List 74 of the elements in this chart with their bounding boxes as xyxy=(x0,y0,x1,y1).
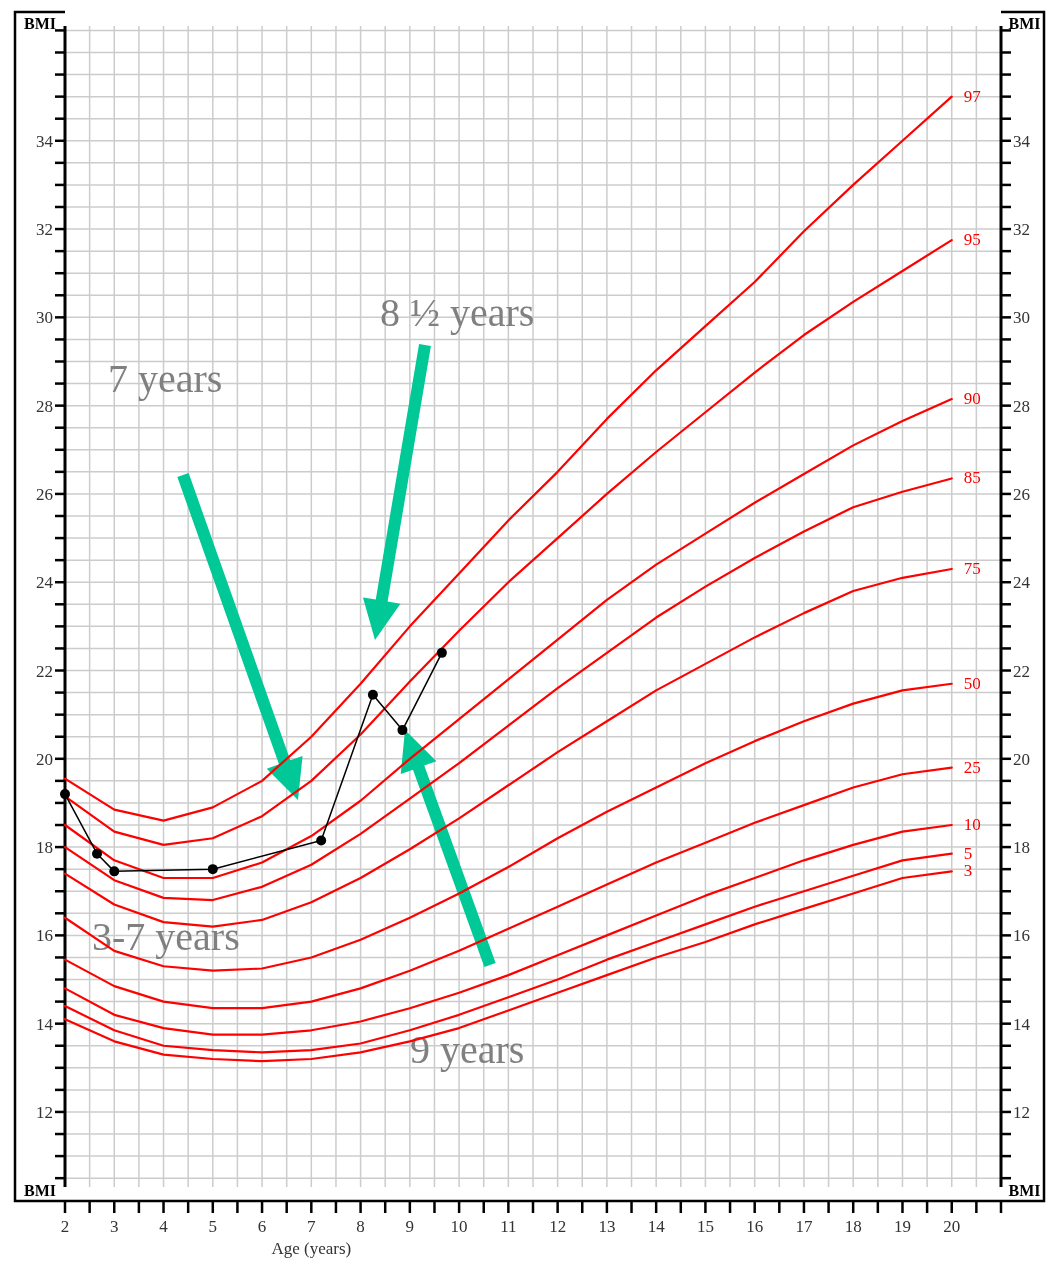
series-label: 97 xyxy=(963,86,982,106)
line-series xyxy=(63,823,953,1036)
y2-tick-label: 26 xyxy=(1013,484,1030,504)
point xyxy=(109,866,120,877)
x-tick-label: 19 xyxy=(893,1217,911,1236)
series-label: 85 xyxy=(963,468,981,488)
line-series xyxy=(63,766,953,1010)
annotation: 7 years xyxy=(108,356,223,401)
y-tick-label: 28 xyxy=(36,396,53,416)
y-tick-label: 12 xyxy=(36,1102,53,1122)
line-series xyxy=(63,95,953,822)
y-axis-title: BMI xyxy=(24,15,56,32)
point xyxy=(316,835,327,846)
y2-tick-label: 12 xyxy=(1013,1102,1030,1122)
annotation: 8 ½ years xyxy=(380,290,535,335)
point xyxy=(207,864,218,875)
point xyxy=(92,848,103,859)
x-tick-label: 11 xyxy=(500,1217,517,1236)
y2-tick-label: 32 xyxy=(1013,220,1030,240)
x-tick-label: 12 xyxy=(549,1217,567,1236)
x-tick-label: 6 xyxy=(257,1217,267,1236)
line-series xyxy=(63,477,953,902)
line-series xyxy=(63,682,953,972)
y-tick-label: 32 xyxy=(36,220,53,240)
x-tick-label: 5 xyxy=(208,1217,218,1236)
x-tick-label: 4 xyxy=(159,1217,169,1236)
y-tick-label: 26 xyxy=(36,484,53,504)
x-tick-label: 2 xyxy=(60,1217,70,1236)
y-tick-label: 22 xyxy=(36,661,53,681)
x-tick-label: 8 xyxy=(356,1217,365,1236)
series-label: 25 xyxy=(963,757,981,777)
y2-tick-label: 28 xyxy=(1013,396,1030,416)
y-tick-label: 24 xyxy=(36,573,54,593)
x-tick-label: 7 xyxy=(307,1217,317,1236)
series-label: 5 xyxy=(963,843,973,863)
y2-tick-label: 18 xyxy=(1013,838,1030,858)
y2-tick-label: 24 xyxy=(1013,573,1031,593)
point xyxy=(367,689,378,700)
y-tick-label: 18 xyxy=(36,838,53,858)
x-tick-label: 17 xyxy=(795,1217,813,1236)
series-label: 50 xyxy=(963,673,981,693)
y-tick-label: 30 xyxy=(36,308,53,328)
x-tick-label: 15 xyxy=(696,1217,714,1236)
y2-tick-label: 20 xyxy=(1013,749,1030,769)
series-label: 10 xyxy=(963,815,981,835)
series-label: 95 xyxy=(963,230,981,250)
x-tick-label: 10 xyxy=(450,1217,468,1236)
y-tick-label: 20 xyxy=(36,749,53,769)
x-tick-label: 20 xyxy=(943,1217,961,1236)
y2-tick-label: 22 xyxy=(1013,661,1030,681)
series-label: 75 xyxy=(963,558,981,578)
annotation: 3-7 years xyxy=(92,914,240,959)
x-tick-label: 14 xyxy=(647,1217,666,1236)
point xyxy=(436,647,447,658)
x-tick-label: 18 xyxy=(844,1217,862,1236)
y2-axis-title: BMI xyxy=(1008,15,1041,32)
x-tick-label: 13 xyxy=(598,1217,616,1236)
y2-tick-label: 34 xyxy=(1013,131,1031,151)
series-label: 90 xyxy=(963,389,981,409)
x-axis-title: Age (years) xyxy=(271,1239,352,1258)
y2-tick-label: 16 xyxy=(1013,926,1030,946)
point xyxy=(397,725,408,736)
y2-tick-label: 30 xyxy=(1013,308,1030,328)
x-tick-label: 3 xyxy=(110,1217,119,1236)
y-tick-label: 16 xyxy=(36,926,53,946)
point xyxy=(60,789,70,800)
x-tick-label: 9 xyxy=(405,1217,415,1236)
y-tick-label: 14 xyxy=(36,1014,54,1034)
x-tick-label: 16 xyxy=(746,1217,764,1236)
text: BMI xyxy=(24,1182,56,1199)
text: BMI xyxy=(1008,1182,1041,1199)
y2-tick-label: 14 xyxy=(1013,1014,1031,1034)
y-tick-label: 34 xyxy=(36,131,54,151)
series-label: 3 xyxy=(963,861,973,881)
